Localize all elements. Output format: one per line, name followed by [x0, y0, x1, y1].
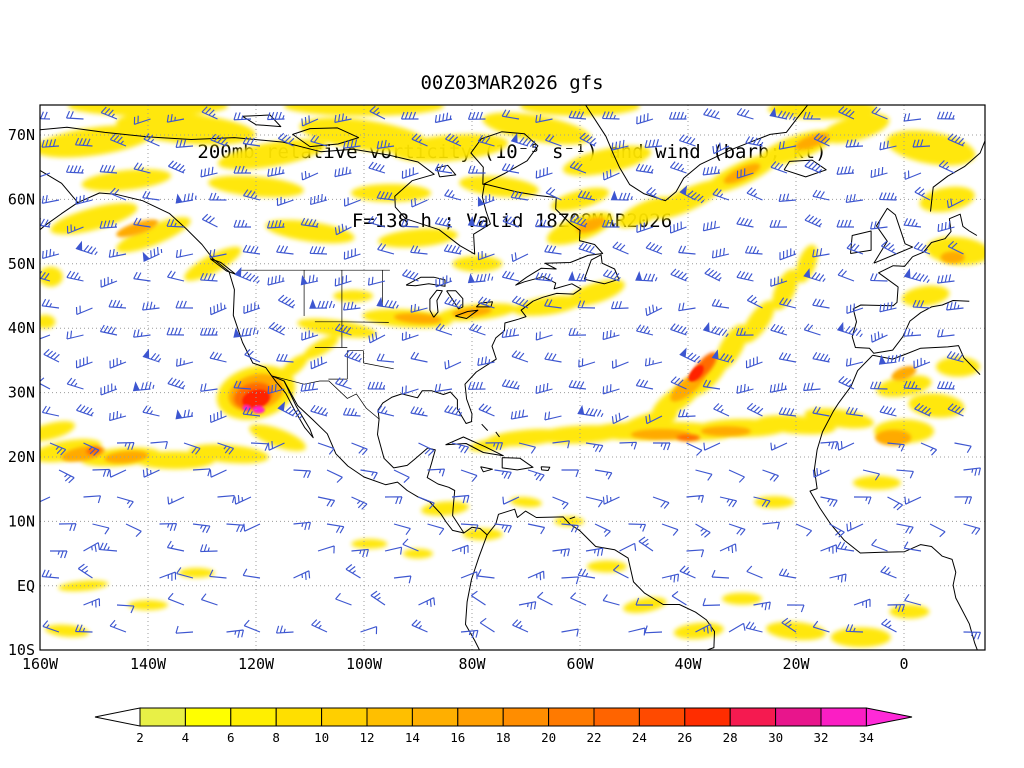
title-run-line: 00Z03MAR2026 gfs — [420, 72, 604, 94]
state-borders — [239, 269, 394, 420]
colorbar-segment — [729, 707, 777, 727]
colorbar-segment — [457, 707, 504, 727]
colorbar-segment — [411, 707, 459, 727]
colorbar-right-arrow — [865, 707, 913, 727]
lon-tick-label: 0 — [899, 655, 908, 673]
colorbar-segment — [366, 707, 413, 727]
vorticity-fill-high — [242, 365, 704, 414]
lon-tick-label: 100W — [346, 655, 383, 673]
colorbar-tick-labels: 2 4 6 8 10 12 14 16 18 20 22 24 26 28 30 32 34 — [136, 730, 874, 745]
lat-tick-label: 40N — [8, 319, 35, 337]
lat-tick-label: 30N — [8, 384, 35, 402]
lat-tick-label: 10S — [8, 641, 35, 659]
coastlines — [40, 105, 985, 650]
colorbar-tick-label: 28 — [723, 730, 738, 745]
map-plot-area — [40, 105, 985, 650]
longitude-axis-labels: 160W 140W 120W 100W 80W 60W 40W 20W 0 — [22, 655, 909, 673]
colorbar-segment — [321, 707, 368, 727]
colorbar-tick-label: 12 — [359, 730, 374, 745]
colorbar-canvas: 2 4 6 8 10 12 14 16 18 20 22 24 26 28 30 32 34 — [94, 707, 913, 745]
map-frame — [39, 104, 986, 651]
lon-tick-label: 80W — [458, 655, 486, 673]
lat-tick-label: 20N — [8, 448, 35, 466]
colorbar-segment — [820, 707, 867, 727]
colorbar-tick-label: 22 — [586, 730, 601, 745]
lon-tick-label: 120W — [238, 655, 275, 673]
colorbar-segment — [275, 707, 323, 727]
colorbar-tick-label: 26 — [677, 730, 692, 745]
colorbar-left-arrow — [94, 707, 141, 727]
colorbar-tick-label: 10 — [314, 730, 329, 745]
lat-tick-label: 10N — [8, 512, 35, 530]
colorbar-tick-label: 34 — [859, 730, 874, 745]
colorbar-tick-label: 32 — [813, 730, 828, 745]
lon-tick-label: 160W — [22, 655, 59, 673]
lon-tick-label: 40W — [674, 655, 702, 673]
vorticity-fill-low — [40, 105, 985, 648]
colorbar-segment — [775, 707, 822, 727]
lat-tick-label: EQ — [17, 577, 35, 595]
colorbar-tick-label: 2 — [136, 730, 144, 745]
colorbar-segment — [638, 707, 686, 727]
colorbar-segment — [184, 707, 232, 727]
colorbar-tick-label: 4 — [182, 730, 190, 745]
lon-tick-label: 20W — [782, 655, 810, 673]
wind-barbs — [40, 105, 982, 640]
colorbar-tick-label: 30 — [768, 730, 783, 745]
lat-tick-label: 50N — [8, 255, 35, 273]
colorbar-segment — [684, 707, 731, 727]
colorbar-tick-label: 14 — [405, 730, 420, 745]
lat-tick-label: 70N — [8, 126, 35, 144]
colorbar-tick-label: 20 — [541, 730, 556, 745]
colorbar-segment — [593, 707, 640, 727]
colorbar-segment — [548, 707, 595, 727]
lon-tick-label: 60W — [566, 655, 594, 673]
colorbar-scale — [94, 707, 913, 727]
colorbar-tick-label: 24 — [632, 730, 647, 745]
colorbar-segment — [502, 707, 550, 727]
colorbar-tick-label: 18 — [496, 730, 511, 745]
lon-tick-label: 140W — [130, 655, 167, 673]
colorbar-tick-label: 16 — [450, 730, 465, 745]
colorbar-tick-label: 8 — [272, 730, 280, 745]
graticule-grid — [40, 105, 985, 650]
colorbar-segment — [139, 707, 186, 727]
lat-tick-label: 60N — [8, 190, 35, 208]
colorbar-tick-label: 6 — [227, 730, 235, 745]
latitude-axis-labels: 70N 60N 50N 40N 30N 20N 10N EQ 10S — [8, 126, 35, 659]
colorbar-segment — [230, 707, 277, 727]
